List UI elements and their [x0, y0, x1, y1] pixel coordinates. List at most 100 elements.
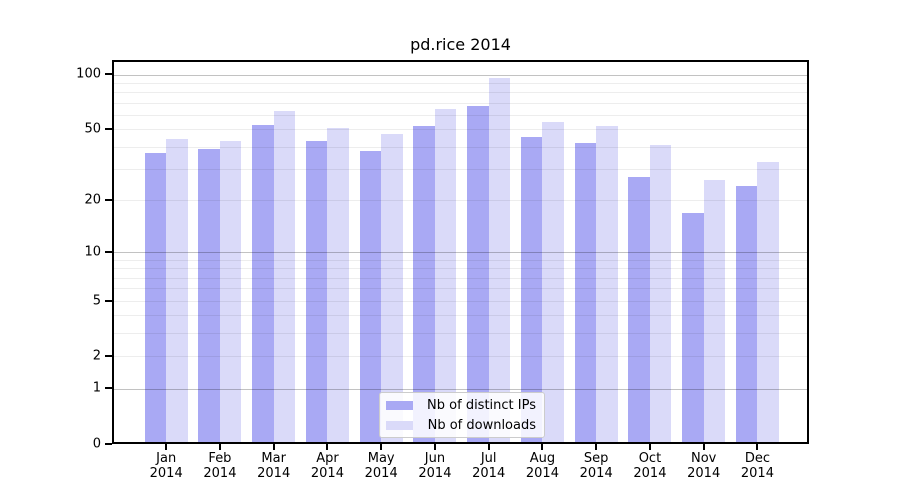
- y-tick-mark: [105, 73, 112, 76]
- x-tick-year: 2014: [740, 466, 774, 481]
- y-tick-mark: [105, 299, 112, 302]
- x-tick-month: Mar: [261, 451, 286, 466]
- x-tick-month: Apr: [316, 451, 339, 466]
- gridline-minor: [112, 102, 809, 104]
- x-tick-month: Sep: [583, 451, 609, 466]
- x-tick-month: Feb: [208, 451, 232, 466]
- x-tick-year: 2014: [687, 466, 721, 481]
- gridline-minor: [112, 277, 809, 279]
- bar-downloads: [381, 134, 403, 444]
- x-tick-label: Sep 2014: [564, 451, 628, 481]
- x-tick-year: 2014: [418, 466, 452, 481]
- x-tick-label: Oct 2014: [618, 451, 682, 481]
- x-tick-mark: [648, 444, 651, 450]
- bar-downloads: [596, 126, 618, 444]
- gridline-minor: [112, 129, 809, 131]
- bar-distinct-ips: [628, 177, 650, 444]
- bar-distinct-ips: [252, 124, 274, 444]
- x-tick-year: 2014: [472, 466, 506, 481]
- legend-swatch-distinct-ips: [386, 400, 413, 410]
- x-tick-mark: [380, 444, 383, 450]
- x-tick-year: 2014: [579, 466, 613, 481]
- gridline-minor: [112, 315, 809, 317]
- bar-downloads: [273, 111, 296, 444]
- bar-distinct-ips: [198, 148, 220, 444]
- gridline-minor: [112, 300, 809, 302]
- bar-distinct-ips: [413, 126, 435, 444]
- x-tick-label: Apr 2014: [295, 451, 359, 481]
- x-tick-label: Jun 2014: [403, 451, 467, 481]
- x-tick-label: Dec 2014: [725, 451, 789, 481]
- x-tick-mark: [272, 444, 275, 450]
- x-tick-label: Jan 2014: [134, 451, 198, 481]
- y-tick-label: 0: [92, 436, 101, 452]
- y-tick-label: 50: [84, 121, 101, 137]
- gridline-minor: [112, 268, 809, 270]
- plot-area: [112, 60, 809, 444]
- gridline-minor: [112, 200, 809, 202]
- y-tick-mark: [105, 251, 112, 253]
- x-tick-label: Mar 2014: [242, 451, 306, 481]
- x-tick-mark: [326, 444, 329, 450]
- bar-downloads: [703, 180, 726, 444]
- bar-distinct-ips: [467, 106, 489, 444]
- y-tick-label: 100: [76, 66, 101, 82]
- x-tick-year: 2014: [364, 466, 398, 481]
- x-tick-year: 2014: [203, 466, 237, 481]
- bar-downloads: [434, 108, 457, 444]
- gridline-major: [112, 74, 809, 76]
- x-tick-label: Aug 2014: [510, 451, 574, 481]
- bar-distinct-ips: [574, 142, 597, 444]
- y-tick-label: 20: [84, 192, 101, 208]
- chart-title: pd.rice 2014: [410, 35, 511, 54]
- y-tick-mark: [105, 387, 112, 390]
- x-tick-month: Jul: [480, 451, 497, 466]
- bar-distinct-ips: [682, 212, 704, 444]
- legend-label-downloads: Nb of downloads: [427, 417, 536, 433]
- legend-item-downloads: Nb of downloads: [386, 416, 536, 434]
- x-tick-mark: [756, 444, 759, 450]
- y-tick-label: 5: [92, 293, 101, 309]
- bar-distinct-ips: [359, 150, 382, 444]
- x-tick-month: Dec: [744, 451, 771, 466]
- x-tick-month: Oct: [638, 451, 662, 466]
- gridline-major: [112, 252, 809, 253]
- x-tick-year: 2014: [257, 466, 291, 481]
- y-tick-mark: [105, 443, 112, 445]
- y-tick-mark: [105, 128, 112, 131]
- bar-downloads: [649, 144, 672, 444]
- bar-downloads: [327, 127, 349, 444]
- x-tick-year: 2014: [310, 466, 344, 481]
- x-tick-label: Nov 2014: [672, 451, 736, 481]
- x-tick-label: Feb 2014: [188, 451, 252, 481]
- bar-distinct-ips: [144, 152, 167, 444]
- y-tick-label: 10: [84, 244, 101, 260]
- y-tick-label: 2: [92, 348, 101, 364]
- bar-downloads: [542, 121, 564, 444]
- x-tick-month: May: [367, 451, 395, 466]
- y-tick-label: 1: [92, 380, 101, 396]
- gridline-minor: [112, 169, 809, 170]
- gridline-minor: [112, 333, 809, 334]
- bar-downloads: [757, 161, 779, 444]
- legend-label-distinct-ips: Nb of distinct IPs: [427, 397, 536, 413]
- x-tick-month: Jun: [424, 451, 446, 466]
- gridline-minor: [112, 114, 809, 116]
- bar-distinct-ips: [305, 141, 328, 444]
- bar-downloads: [488, 77, 511, 444]
- bar-downloads: [219, 141, 242, 444]
- x-tick-year: 2014: [525, 466, 559, 481]
- y-tick-mark: [105, 199, 112, 202]
- gridline-minor: [112, 259, 809, 261]
- x-tick-mark: [218, 444, 221, 450]
- x-tick-month: Nov: [691, 451, 717, 466]
- x-tick-mark: [595, 444, 598, 450]
- legend-item-distinct-ips: Nb of distinct IPs: [386, 396, 536, 414]
- gridline-minor: [112, 82, 809, 84]
- gridline-major: [112, 388, 809, 390]
- x-tick-label: May 2014: [349, 451, 413, 481]
- legend: Nb of distinct IPs Nb of downloads: [379, 392, 545, 438]
- x-tick-mark: [541, 444, 544, 450]
- gridline-minor: [112, 146, 809, 148]
